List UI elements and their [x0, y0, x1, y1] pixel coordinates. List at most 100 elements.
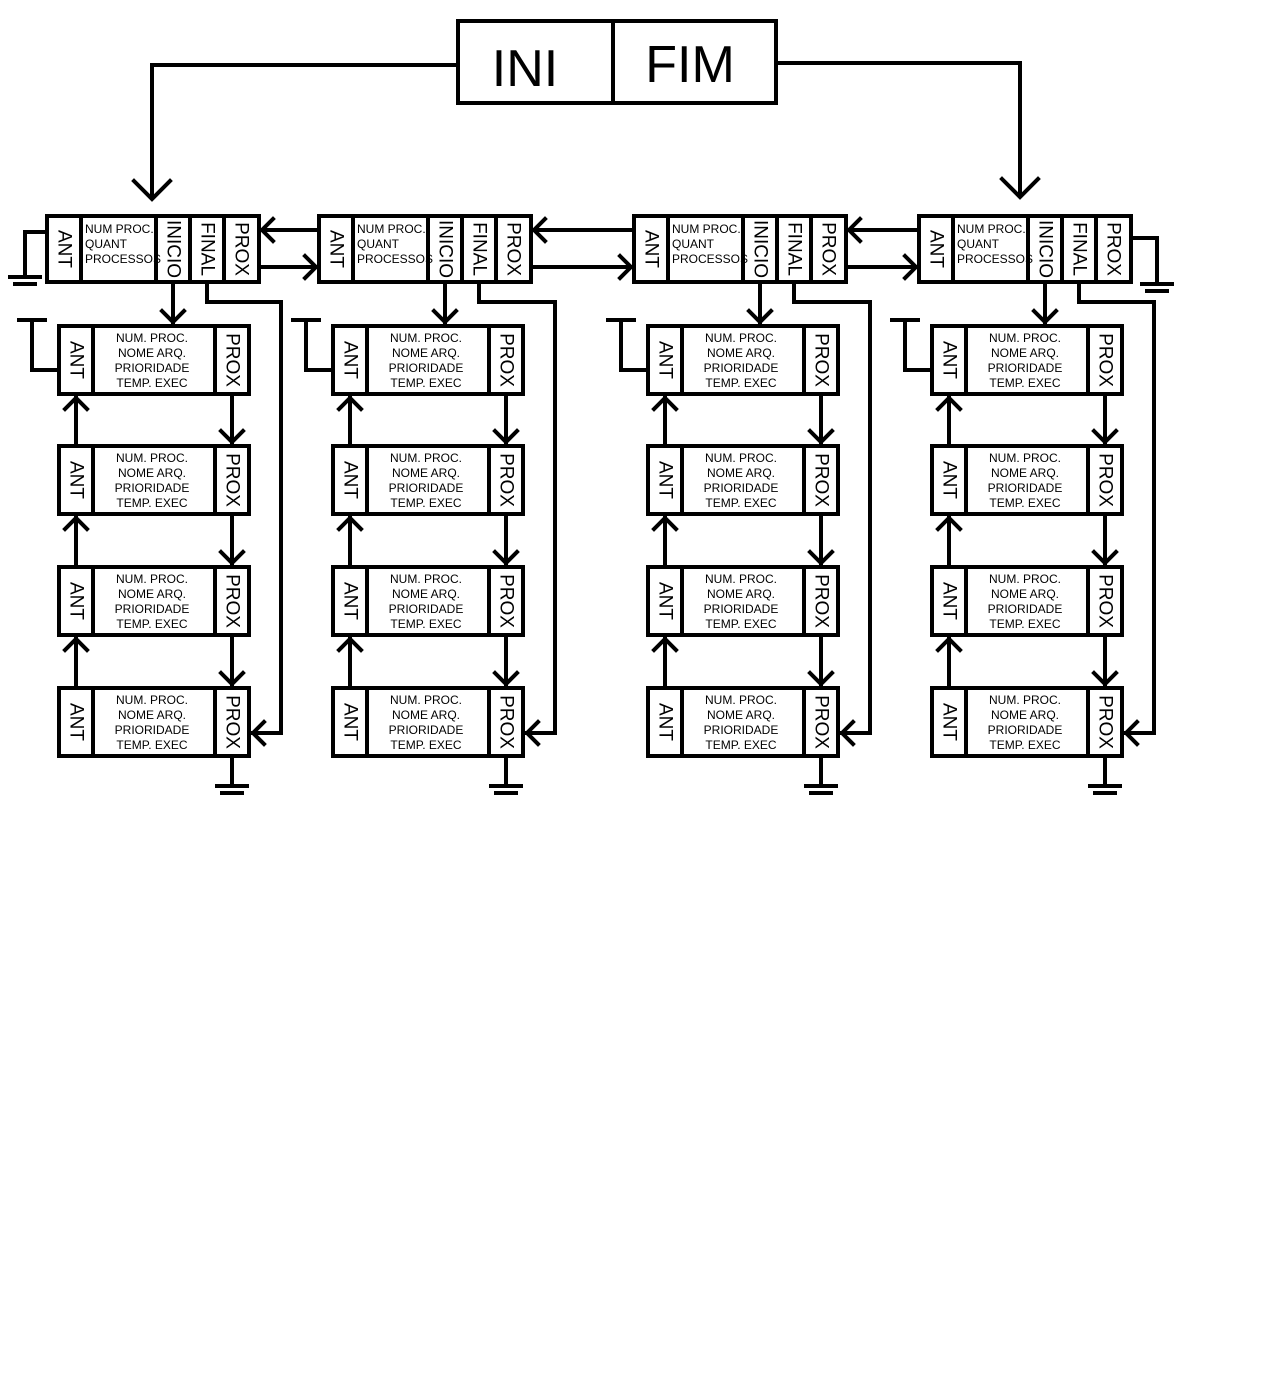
process-ant-field: ANT [655, 461, 676, 499]
header-final-link [477, 280, 557, 735]
process-prox-field: PROX [1095, 574, 1116, 628]
header-inicio-link-head [1031, 308, 1059, 325]
header-num-proc-label: NUM PROC. [85, 222, 154, 236]
header-processos-label: PROCESSOS [672, 252, 748, 266]
header-ant-field: ANT [926, 230, 947, 268]
header-final-link-head [839, 719, 856, 747]
process-nome-arq-label: NOME ARQ. [991, 466, 1059, 480]
process-prox-field: PROX [1095, 333, 1116, 387]
process-nome-arq-label: NOME ARQ. [991, 587, 1059, 601]
process-num-proc-label: NUM. PROC. [989, 331, 1061, 345]
header-prox-link-head [302, 253, 319, 281]
process-prioridade-label: PRIORIDADE [389, 361, 464, 375]
process-temp-exec-label: TEMP. EXEC [116, 738, 187, 752]
process-temp-exec-label: TEMP. EXEC [705, 496, 776, 510]
header-inicio-link-head [746, 308, 774, 325]
process-prioridade-label: PRIORIDADE [389, 481, 464, 495]
fim-label: FIM [645, 36, 735, 94]
process-prioridade-label: PRIORIDADE [988, 481, 1063, 495]
header-quant-label: QUANT [672, 237, 715, 251]
header-final-link [792, 280, 872, 735]
header-processos-label: PROCESSOS [957, 252, 1033, 266]
process-node-box [646, 324, 840, 396]
ini-label: INI [492, 40, 558, 98]
process-prioridade-label: PRIORIDADE [115, 723, 190, 737]
process-num-proc-label: NUM. PROC. [705, 451, 777, 465]
process-num-proc-label: NUM. PROC. [390, 451, 462, 465]
process-ant-field: ANT [655, 703, 676, 741]
process-nome-arq-label: NOME ARQ. [991, 708, 1059, 722]
process-ant-link-head [935, 636, 963, 653]
process-ant-field: ANT [655, 582, 676, 620]
process-temp-exec-label: TEMP. EXEC [390, 496, 461, 510]
process-ant-field: ANT [66, 341, 87, 379]
process-prox-field: PROX [222, 695, 243, 749]
process-prox-link-head [492, 549, 520, 566]
first-node-ant-null-line [619, 318, 650, 372]
process-ant-link-head [62, 395, 90, 412]
process-prox-field: PROX [222, 574, 243, 628]
header-quant-label: QUANT [85, 237, 128, 251]
process-nome-arq-label: NOME ARQ. [118, 708, 186, 722]
header-ant-field: ANT [641, 230, 662, 268]
process-ant-link-head [336, 395, 364, 412]
first-node-ant-null-line [30, 318, 61, 372]
process-ant-field: ANT [340, 582, 361, 620]
header-final-link [205, 280, 283, 735]
process-nome-arq-label: NOME ARQ. [118, 587, 186, 601]
header-final-field: FINAL [1069, 222, 1090, 276]
process-prioridade-label: PRIORIDADE [115, 481, 190, 495]
process-prioridade-label: PRIORIDADE [704, 481, 779, 495]
process-prox-link-head [492, 428, 520, 445]
process-ant-field: ANT [340, 461, 361, 499]
header-num-proc-label: NUM PROC. [672, 222, 741, 236]
process-temp-exec-label: TEMP. EXEC [989, 496, 1060, 510]
process-ant-field: ANT [939, 582, 960, 620]
process-temp-exec-label: TEMP. EXEC [390, 617, 461, 631]
header-ant-field: ANT [326, 230, 347, 268]
process-prioridade-label: PRIORIDADE [389, 602, 464, 616]
header-prox-link-head [902, 253, 919, 281]
process-ant-link-head [651, 636, 679, 653]
process-prox-link-head [218, 670, 246, 687]
process-prox-link-head [492, 670, 520, 687]
process-node-box [331, 444, 525, 516]
process-ant-field: ANT [340, 341, 361, 379]
process-num-proc-label: NUM. PROC. [989, 693, 1061, 707]
header-inicio-field: INICIO [750, 220, 771, 278]
control-node: INI FIM [456, 19, 778, 105]
process-temp-exec-label: TEMP. EXEC [989, 738, 1060, 752]
header-ant-link-head [846, 216, 863, 244]
header-processos-label: PROCESSOS [85, 252, 161, 266]
ini-pointer-arrow [131, 63, 460, 202]
process-num-proc-label: NUM. PROC. [116, 693, 188, 707]
header-final-link-head [1123, 719, 1140, 747]
process-prox-field: PROX [811, 453, 832, 507]
process-prox-field: PROX [1095, 453, 1116, 507]
header-prox-field: PROX [231, 222, 252, 276]
process-ant-link-head [336, 515, 364, 532]
process-nome-arq-label: NOME ARQ. [392, 708, 460, 722]
header-ant-link-head [531, 216, 548, 244]
process-nome-arq-label: NOME ARQ. [118, 346, 186, 360]
process-node-box [930, 324, 1124, 396]
header-ant-link-head [259, 216, 276, 244]
header-inicio-link-head [431, 308, 459, 325]
process-num-proc-label: NUM. PROC. [116, 451, 188, 465]
process-temp-exec-label: TEMP. EXEC [116, 376, 187, 390]
process-prox-field: PROX [222, 453, 243, 507]
